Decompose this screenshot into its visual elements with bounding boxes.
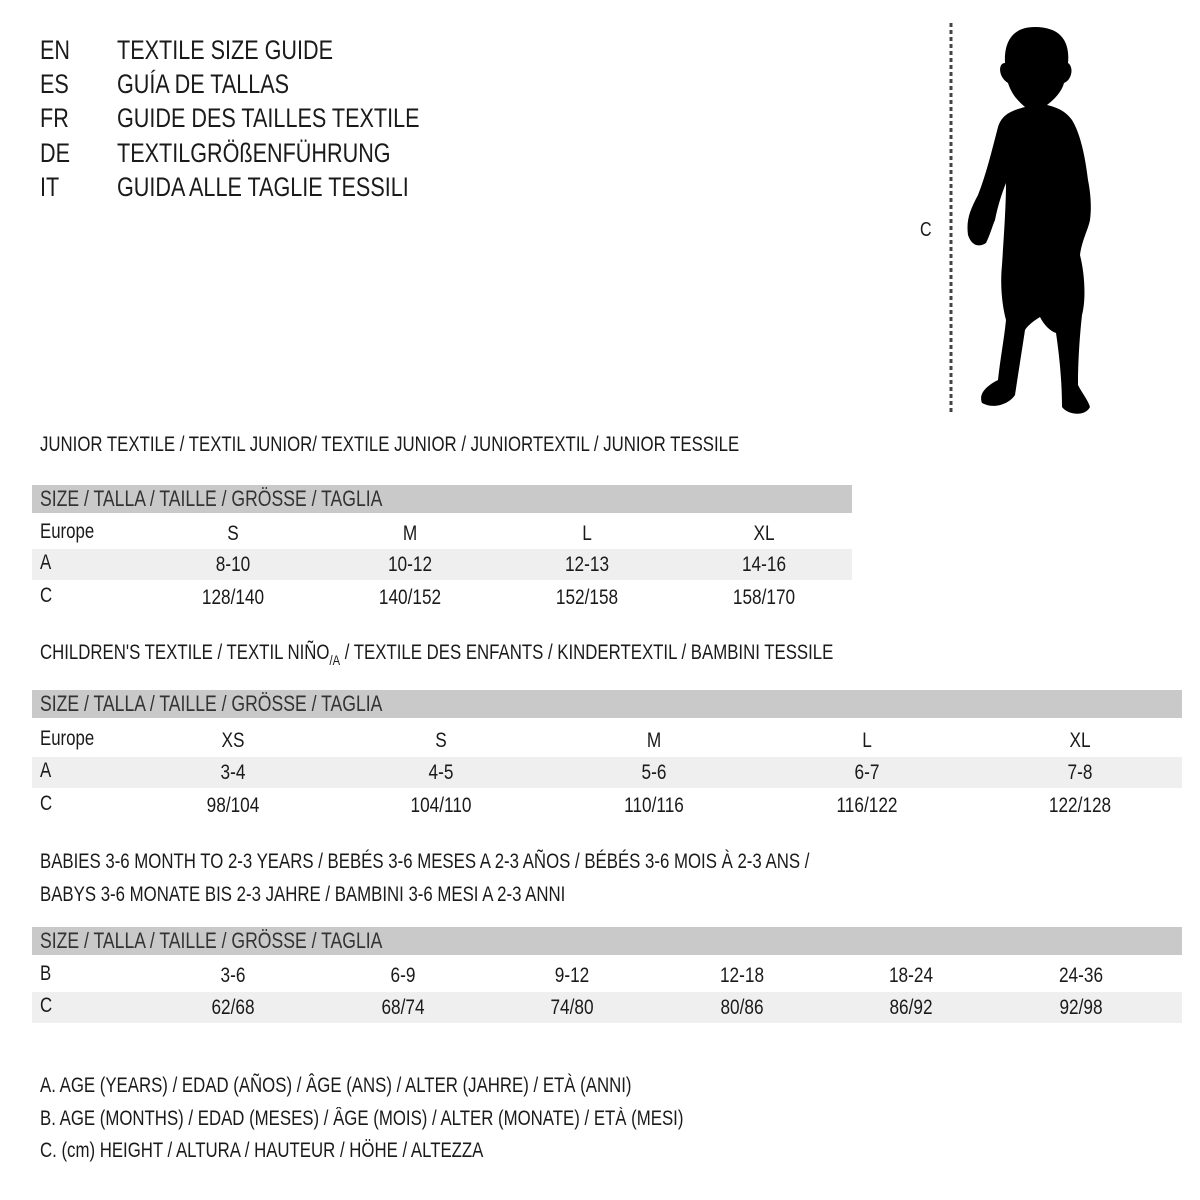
table-cell: XL <box>753 522 775 545</box>
height-measure-label: C <box>920 219 932 241</box>
lang-code: DE <box>40 138 71 168</box>
table-cell: 4-5 <box>428 761 454 784</box>
child-silhouette-icon <box>949 23 1091 414</box>
table-cell: M <box>646 729 662 752</box>
table-cell: 122/128 <box>1048 794 1112 817</box>
table-cell: 8-10 <box>215 553 251 576</box>
row-label: C <box>40 584 53 607</box>
row-label: Europe <box>40 520 95 543</box>
junior-heading: JUNIOR TEXTILE / TEXTIL JUNIOR/ TEXTILE … <box>40 433 740 456</box>
lang-code: ES <box>40 69 69 99</box>
table-cell: 6-7 <box>854 761 880 784</box>
table-cell: L <box>582 522 592 545</box>
table-cell: 128/140 <box>201 586 265 609</box>
table-cell: 5-6 <box>641 761 667 784</box>
size-header-bar: SIZE / TALLA / TAILLE / GRÖSSE / TAGLIA <box>32 485 852 513</box>
babies-heading-line2: BABYS 3-6 MONATE BIS 2-3 JAHRE / BAMBINI… <box>40 883 566 906</box>
table-cell: 7-8 <box>1067 761 1093 784</box>
row-label: C <box>40 792 53 815</box>
table-cell: 24-36 <box>1058 964 1104 987</box>
row-label: Europe <box>40 727 95 750</box>
table-cell: L <box>862 729 872 752</box>
table-cell: XL <box>1069 729 1091 752</box>
table-cell: 110/116 <box>624 794 684 817</box>
table-cell: 152/158 <box>555 586 619 609</box>
table-cell: M <box>402 522 418 545</box>
table-cell: 98/104 <box>206 794 260 817</box>
legend-c: C. (cm) HEIGHT / ALTURA / HAUTEUR / HÖHE… <box>40 1139 484 1162</box>
lang-code: EN <box>40 35 71 65</box>
row-label: C <box>40 994 53 1017</box>
table-cell: 6-9 <box>390 964 416 987</box>
table-cell: 12-18 <box>719 964 765 987</box>
table-cell: 116/122 <box>836 794 898 817</box>
size-header-bar: SIZE / TALLA / TAILLE / GRÖSSE / TAGLIA <box>32 927 1182 955</box>
lang-code: FR <box>40 103 69 133</box>
table-cell: 80/86 <box>720 996 764 1019</box>
lang-code: IT <box>40 172 60 202</box>
table-cell: 140/152 <box>378 586 442 609</box>
table-cell: 14-16 <box>741 553 787 576</box>
lang-title: GUIDE DES TAILLES TEXTILE <box>117 103 420 133</box>
lang-title: GUIDA ALLE TAGLIE TESSILI <box>117 172 409 202</box>
row-label: A <box>40 551 52 574</box>
table-cell: 86/92 <box>889 996 933 1019</box>
table-cell: 12-13 <box>564 553 610 576</box>
table-cell: 18-24 <box>888 964 934 987</box>
table-row-background <box>32 757 1182 788</box>
lang-title: GUÍA DE TALLAS <box>117 69 290 99</box>
table-cell: S <box>435 729 447 752</box>
lang-title: TEXTILE SIZE GUIDE <box>117 35 334 65</box>
table-cell: 3-6 <box>220 964 246 987</box>
table-cell: 92/98 <box>1059 996 1103 1019</box>
table-cell: XS <box>221 729 245 752</box>
lang-title: TEXTILGRÖßENFÜHRUNG <box>117 138 391 168</box>
table-row-background <box>32 549 852 580</box>
table-cell: 74/80 <box>550 996 594 1019</box>
table-row-background <box>32 992 1182 1023</box>
table-cell: 62/68 <box>211 996 255 1019</box>
table-cell: 9-12 <box>554 964 590 987</box>
legend-a: A. AGE (YEARS) / EDAD (AÑOS) / ÂGE (ANS)… <box>40 1074 632 1097</box>
table-cell: 10-12 <box>387 553 433 576</box>
table-cell: S <box>227 522 239 545</box>
babies-heading-line1: BABIES 3-6 MONTH TO 2-3 YEARS / BEBÉS 3-… <box>40 850 810 873</box>
table-cell: 158/170 <box>732 586 796 609</box>
children-heading: CHILDREN'S TEXTILE / TEXTIL NIÑO/A / TEX… <box>40 641 834 668</box>
legend-b: B. AGE (MONTHS) / EDAD (MESES) / ÂGE (MO… <box>40 1107 684 1130</box>
size-header-bar: SIZE / TALLA / TAILLE / GRÖSSE / TAGLIA <box>32 690 1182 718</box>
row-label: B <box>40 962 52 985</box>
table-cell: 3-4 <box>220 761 246 784</box>
row-label: A <box>40 759 52 782</box>
table-cell: 68/74 <box>381 996 425 1019</box>
table-cell: 104/110 <box>410 794 472 817</box>
